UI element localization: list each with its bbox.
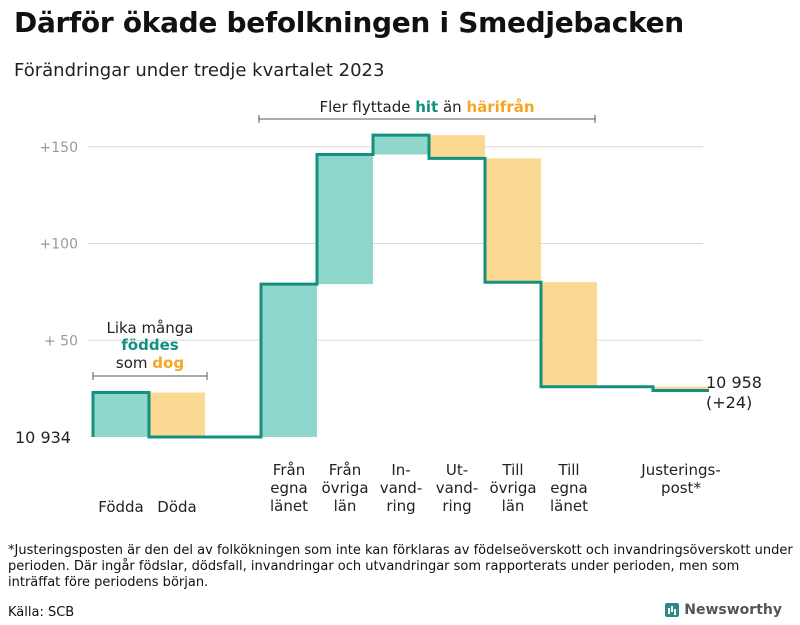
category-label: län xyxy=(334,497,357,515)
category-label: övriga xyxy=(321,479,368,497)
deaths-annotation: som dog xyxy=(116,354,184,372)
category-label: ring xyxy=(386,497,415,515)
migration-annotation: Fler flyttade hit än härifrån xyxy=(319,98,534,116)
category-label: post* xyxy=(661,479,701,497)
category-label: Födda xyxy=(98,498,144,516)
waterfall-bar xyxy=(261,284,317,437)
waterfall-bar xyxy=(541,282,597,387)
category-label: ring xyxy=(442,497,471,515)
newsworthy-logo: Newsworthy xyxy=(665,602,782,618)
y-tick-label: +150 xyxy=(40,140,78,156)
cumulative-step-line xyxy=(91,133,709,439)
category-label: egna xyxy=(270,479,307,497)
waterfall-bar xyxy=(429,135,485,159)
brand-name: Newsworthy xyxy=(684,602,782,618)
y-tick-label: + 50 xyxy=(44,333,78,349)
end-value-label: 10 958 xyxy=(706,373,762,392)
waterfall-bar xyxy=(149,392,205,437)
waterfall-bar xyxy=(485,158,541,283)
footnote: *Justeringsposten är den del av folkökni… xyxy=(8,543,793,590)
category-label: egna xyxy=(550,479,587,497)
chart-title: Därför ökade befolkningen i Smedjebacken xyxy=(14,6,684,39)
category-label: Från xyxy=(329,461,361,479)
category-label: länet xyxy=(550,497,588,515)
category-label: länet xyxy=(270,497,308,515)
chart-subtitle: Förändringar under tredje kvartalet 2023 xyxy=(14,60,385,81)
waterfall-bar xyxy=(317,154,373,285)
bar-chart-icon xyxy=(665,603,680,617)
waterfall-bar xyxy=(93,392,149,437)
category-label: Till xyxy=(557,461,579,479)
births-highlight: föddes xyxy=(121,336,178,354)
waterfall-bar xyxy=(653,386,709,391)
births-deaths-annotation: Lika många xyxy=(107,319,194,337)
category-label: Från xyxy=(273,461,305,479)
category-label: Justerings- xyxy=(640,461,720,479)
category-label: Ut- xyxy=(446,461,468,479)
category-label: vand- xyxy=(380,479,423,497)
category-label: län xyxy=(502,497,525,515)
y-tick-label: +100 xyxy=(40,237,78,253)
category-label: vand- xyxy=(436,479,479,497)
category-label: Döda xyxy=(157,498,196,516)
category-label: In- xyxy=(391,461,410,479)
category-label: övriga xyxy=(489,479,536,497)
end-change-label: (+24) xyxy=(706,393,752,412)
source-label: Källa: SCB xyxy=(8,605,75,620)
waterfall-bar xyxy=(373,135,429,155)
start-value-label: 10 934 xyxy=(15,428,71,447)
category-label: Till xyxy=(501,461,523,479)
